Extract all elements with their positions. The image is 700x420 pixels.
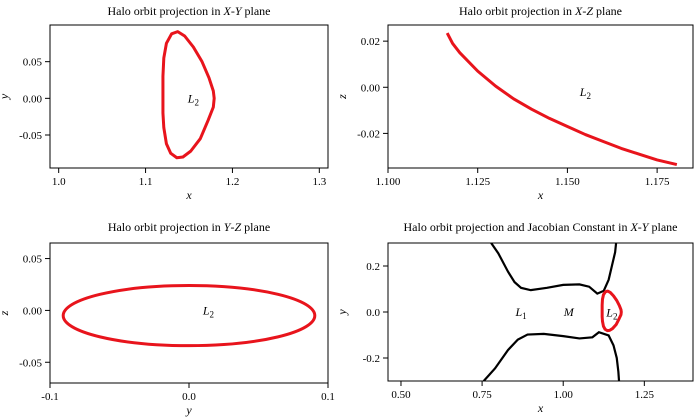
x-tick-label: 0.50: [391, 389, 411, 401]
x-tick-label: 1.3: [312, 176, 326, 188]
x-axis-label: x: [537, 401, 544, 415]
halo-orbit-curve: [61, 284, 317, 348]
x-tick-label: 1.00: [554, 389, 574, 401]
chart-title: Halo orbit projection in Y-Z plane: [108, 220, 270, 234]
x-tick-label: 1.125: [465, 176, 490, 188]
x-tick-label: 1.175: [645, 176, 670, 188]
panel-2: Halo orbit projection in X-Z plane 1.100 1…: [335, 4, 694, 202]
x-tick-label: 1.0: [52, 176, 66, 188]
panel-4: Halo orbit projection and Jacobian Const…: [335, 220, 694, 415]
y-tick-label: 0.2: [366, 261, 380, 273]
point-label: L1: [514, 305, 526, 321]
point-label: M: [563, 305, 575, 319]
x-tick-label: 1.150: [555, 176, 580, 188]
panel-3: Halo orbit projection in Y-Z plane -0.1 0.…: [0, 220, 335, 417]
y-tick-label: 0.0: [366, 307, 380, 319]
halo-orbit-curve: [600, 289, 623, 333]
x-tick-label: 0.75: [472, 389, 492, 401]
plot-area: [445, 32, 678, 167]
chart-title: Halo orbit projection in X-Z plane: [459, 4, 622, 18]
plot-area: [61, 284, 317, 348]
y-tick-label: 0.05: [23, 254, 43, 266]
x-axis-label: x: [537, 188, 544, 202]
y-axis-label: z: [0, 310, 11, 316]
x-axis-label: x: [185, 188, 192, 202]
plot-frame: [387, 242, 694, 382]
y-axis-label: y: [0, 93, 11, 100]
y-tick-label: -0.02: [357, 128, 380, 140]
panel-1: Halo orbit projection in X-Y plane 1.0 1.1…: [0, 4, 329, 202]
y-tick-label: 0.00: [23, 93, 43, 105]
point-label: L2: [187, 91, 199, 107]
y-tick-label: 0.00: [361, 82, 381, 94]
halo-orbit-curve: [445, 32, 678, 167]
x-axis-label: y: [185, 403, 192, 417]
y-tick-label: 0.05: [23, 57, 43, 69]
x-tick-label: 0.0: [182, 391, 196, 403]
plot-frame: [49, 24, 329, 169]
y-tick-label: 0.02: [361, 36, 380, 48]
chart-title: Halo orbit projection in X-Y plane: [107, 4, 270, 18]
zero-velocity-curve: [482, 331, 621, 381]
point-label: L2: [202, 303, 214, 319]
y-tick-label: 0.00: [23, 305, 43, 317]
point-label: L2: [605, 306, 617, 322]
plot-area: [161, 30, 216, 160]
y-axis-label: y: [335, 309, 349, 316]
x-tick-label: 1.100: [376, 176, 401, 188]
x-tick-label: -0.1: [41, 391, 58, 403]
x-tick-label: 1.2: [226, 176, 240, 188]
point-label: L2: [579, 85, 591, 101]
y-tick-label: -0.05: [19, 130, 42, 142]
plot-frame: [387, 24, 694, 169]
y-tick-label: -0.05: [19, 357, 42, 369]
y-tick-label: -0.2: [363, 353, 380, 365]
x-tick-label: 0.1: [321, 391, 335, 403]
x-tick-label: 1.25: [635, 389, 655, 401]
halo-orbit-curve: [161, 30, 216, 160]
zero-velocity-curve: [490, 243, 618, 295]
chart-title: Halo orbit projection and Jacobian Const…: [404, 220, 678, 234]
x-tick-label: 1.1: [139, 176, 153, 188]
plot-frame: [49, 242, 329, 384]
plot-area: [482, 243, 623, 381]
y-axis-label: z: [335, 94, 349, 100]
